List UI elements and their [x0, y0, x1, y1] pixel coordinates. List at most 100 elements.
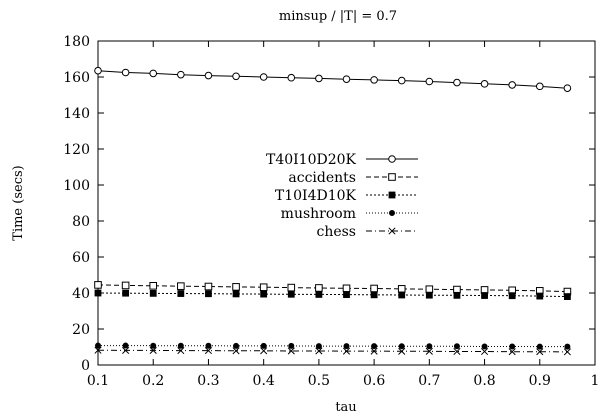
- x-tick-label: 0.7: [418, 373, 440, 389]
- y-axis: 0 20 40 60 80 100 120 140 160 180: [63, 34, 595, 374]
- y-tick-label: 180: [63, 34, 90, 50]
- data-point: [536, 348, 544, 356]
- series-line: [97, 292, 568, 298]
- plot-frame: [97, 40, 596, 366]
- data-point: [343, 291, 350, 299]
- y-tick-label: 20: [72, 322, 90, 338]
- data-point: [481, 347, 489, 356]
- data-point: [232, 72, 240, 81]
- y-tick-label: 80: [72, 214, 90, 230]
- x-tick-label: 0.1: [87, 373, 109, 389]
- data-point: [233, 342, 240, 349]
- series-line: [97, 349, 568, 353]
- y-tick-label: 0: [81, 358, 90, 374]
- data-point: [453, 343, 460, 350]
- data-point: [398, 343, 405, 350]
- data-point: [177, 290, 185, 297]
- data-point: [342, 347, 351, 355]
- data-point: [177, 282, 185, 290]
- data-point: [509, 343, 516, 350]
- data-point: [535, 82, 544, 91]
- data-point: [342, 75, 351, 83]
- data-point: [508, 292, 516, 300]
- data-point: [177, 70, 185, 79]
- x-tick-label: 0.3: [197, 373, 219, 389]
- data-point: [177, 342, 184, 349]
- x-tick-label: 1: [591, 373, 600, 389]
- data-point: [232, 347, 240, 355]
- data-point: [370, 347, 378, 355]
- data-point: [342, 284, 351, 293]
- y-tick-label: 100: [63, 178, 90, 194]
- data-point: [122, 346, 130, 354]
- data-point: [315, 343, 322, 350]
- series-line: [98, 345, 568, 348]
- y-tick-label: 60: [72, 250, 90, 266]
- data-point: [453, 347, 461, 356]
- data-point: [94, 346, 102, 354]
- y-tick-label: 160: [63, 70, 90, 86]
- legend-label: accidents: [288, 170, 356, 186]
- data-point: [398, 347, 406, 355]
- legend-marker: [388, 155, 396, 163]
- data-point: [121, 281, 130, 290]
- y-tick-label: 140: [63, 106, 90, 122]
- data-point: [564, 343, 571, 350]
- series-mushroom: [95, 342, 571, 350]
- chart-title: minsup / |T| = 0.7: [279, 9, 397, 24]
- data-point: [370, 284, 378, 293]
- legend-marker: [388, 173, 396, 181]
- x-tick-label: 0.6: [363, 373, 385, 389]
- data-point: [315, 347, 323, 355]
- data-point: [370, 291, 378, 299]
- legend-label: T40I10D20K: [266, 152, 357, 168]
- data-point: [95, 342, 102, 349]
- x-axis: 0.1 0.2 0.3 0.4 0.5 0.6 0.7 0.8 0.9 1: [87, 41, 600, 389]
- data-point: [287, 347, 295, 355]
- x-tick-label: 0.9: [529, 373, 551, 389]
- series-accidents: [94, 281, 572, 296]
- series-chess: [94, 346, 571, 356]
- data-point: [177, 347, 185, 355]
- x-tick-label: 0.5: [308, 373, 330, 389]
- data-point: [232, 290, 240, 298]
- data-point: [315, 284, 323, 292]
- data-point: [260, 347, 268, 355]
- data-point: [94, 66, 102, 75]
- data-point: [453, 78, 461, 87]
- data-point: [259, 283, 268, 292]
- data-point: [370, 76, 378, 84]
- y-axis-label: Time (secs): [11, 165, 26, 240]
- data-point: [149, 69, 158, 78]
- data-point: [260, 342, 267, 349]
- legend: T40I10D20K accidents T10I4D10K mushroom ches…: [266, 152, 418, 240]
- data-point: [94, 289, 102, 297]
- data-point: [150, 342, 157, 349]
- legend-marker: [388, 191, 396, 199]
- legend-marker: [388, 209, 395, 216]
- data-point: [149, 346, 157, 354]
- data-point: [371, 343, 378, 350]
- data-point: [205, 290, 212, 298]
- data-point: [149, 289, 157, 297]
- data-point: [315, 291, 323, 298]
- series-t10i4d10k: [94, 289, 571, 301]
- data-point: [536, 343, 543, 350]
- data-point: [122, 342, 129, 349]
- data-point: [453, 291, 461, 299]
- y-tick-label: 120: [63, 142, 90, 158]
- data-point: [204, 71, 213, 80]
- data-point: [563, 293, 571, 301]
- x-axis-label: tau: [335, 400, 356, 415]
- data-point: [149, 282, 158, 290]
- data-point: [204, 347, 212, 355]
- data-point: [480, 80, 489, 88]
- series-line: [97, 284, 568, 293]
- data-point: [260, 290, 268, 298]
- data-point: [343, 343, 350, 350]
- data-point: [122, 289, 130, 297]
- data-point: [481, 343, 488, 350]
- data-point: [397, 285, 406, 293]
- data-point: [288, 342, 295, 349]
